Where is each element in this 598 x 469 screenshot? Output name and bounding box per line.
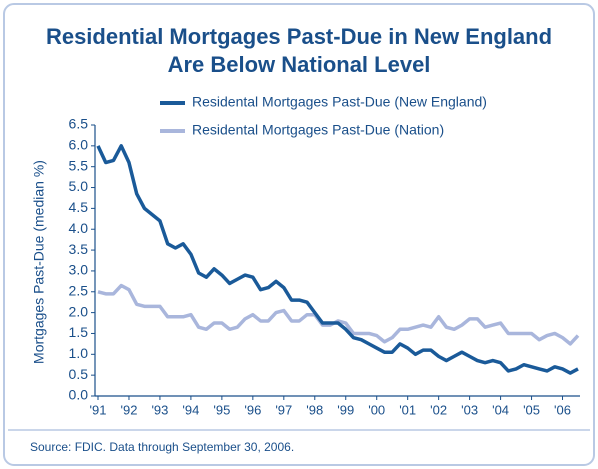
x-tick-label: '97 [275, 402, 292, 417]
y-tick-label: 3.5 [69, 241, 89, 257]
x-tick-label: '91 [90, 402, 107, 417]
series-line [96, 144, 579, 375]
y-axis-label: Mortgages Past-Due (median %) [31, 160, 47, 364]
x-tick-label: '98 [306, 402, 323, 417]
legend-label: Residental Mortgages Past-Due (New Engla… [192, 94, 487, 110]
y-tick-label: 3.0 [69, 262, 89, 278]
x-tick-label: '00 [368, 402, 385, 417]
chart-title: Residential Mortgages Past-Due in New En… [46, 24, 552, 49]
x-tick-label: '05 [523, 402, 540, 417]
y-tick-label: 6.5 [69, 116, 89, 132]
x-tick-label: '04 [492, 402, 509, 417]
frame [3, 3, 595, 466]
x-tick-label: '03 [461, 402, 478, 417]
x-tick-label: '93 [151, 402, 168, 417]
y-tick-label: 6.0 [69, 137, 89, 153]
source-note: Source: FDIC. Data through September 30,… [30, 440, 294, 454]
x-tick-label: '95 [213, 402, 230, 417]
chart-title: Are Below National Level [168, 52, 431, 77]
x-tick-label: '06 [554, 402, 571, 417]
y-tick-label: 2.5 [69, 282, 89, 298]
y-tick-label: 1.5 [69, 324, 89, 340]
x-tick-label: '92 [120, 402, 137, 417]
y-tick-label: 5.5 [69, 157, 89, 173]
y-tick-label: 0.5 [69, 366, 89, 382]
legend-label: Residental Mortgages Past-Due (Nation) [192, 122, 444, 138]
y-tick-label: 0.0 [69, 387, 89, 403]
x-tick-label: '02 [430, 402, 447, 417]
y-tick-label: 4.5 [69, 199, 89, 215]
series-line [97, 283, 580, 346]
y-tick-label: 2.0 [69, 303, 89, 319]
y-tick-label: 4.0 [69, 220, 89, 236]
y-tick-label: 1.0 [69, 345, 89, 361]
x-tick-label: '94 [182, 402, 199, 417]
x-tick-label: '99 [337, 402, 354, 417]
x-tick-label: '96 [244, 402, 261, 417]
y-tick-label: 5.0 [69, 178, 89, 194]
x-tick-label: '01 [399, 402, 416, 417]
